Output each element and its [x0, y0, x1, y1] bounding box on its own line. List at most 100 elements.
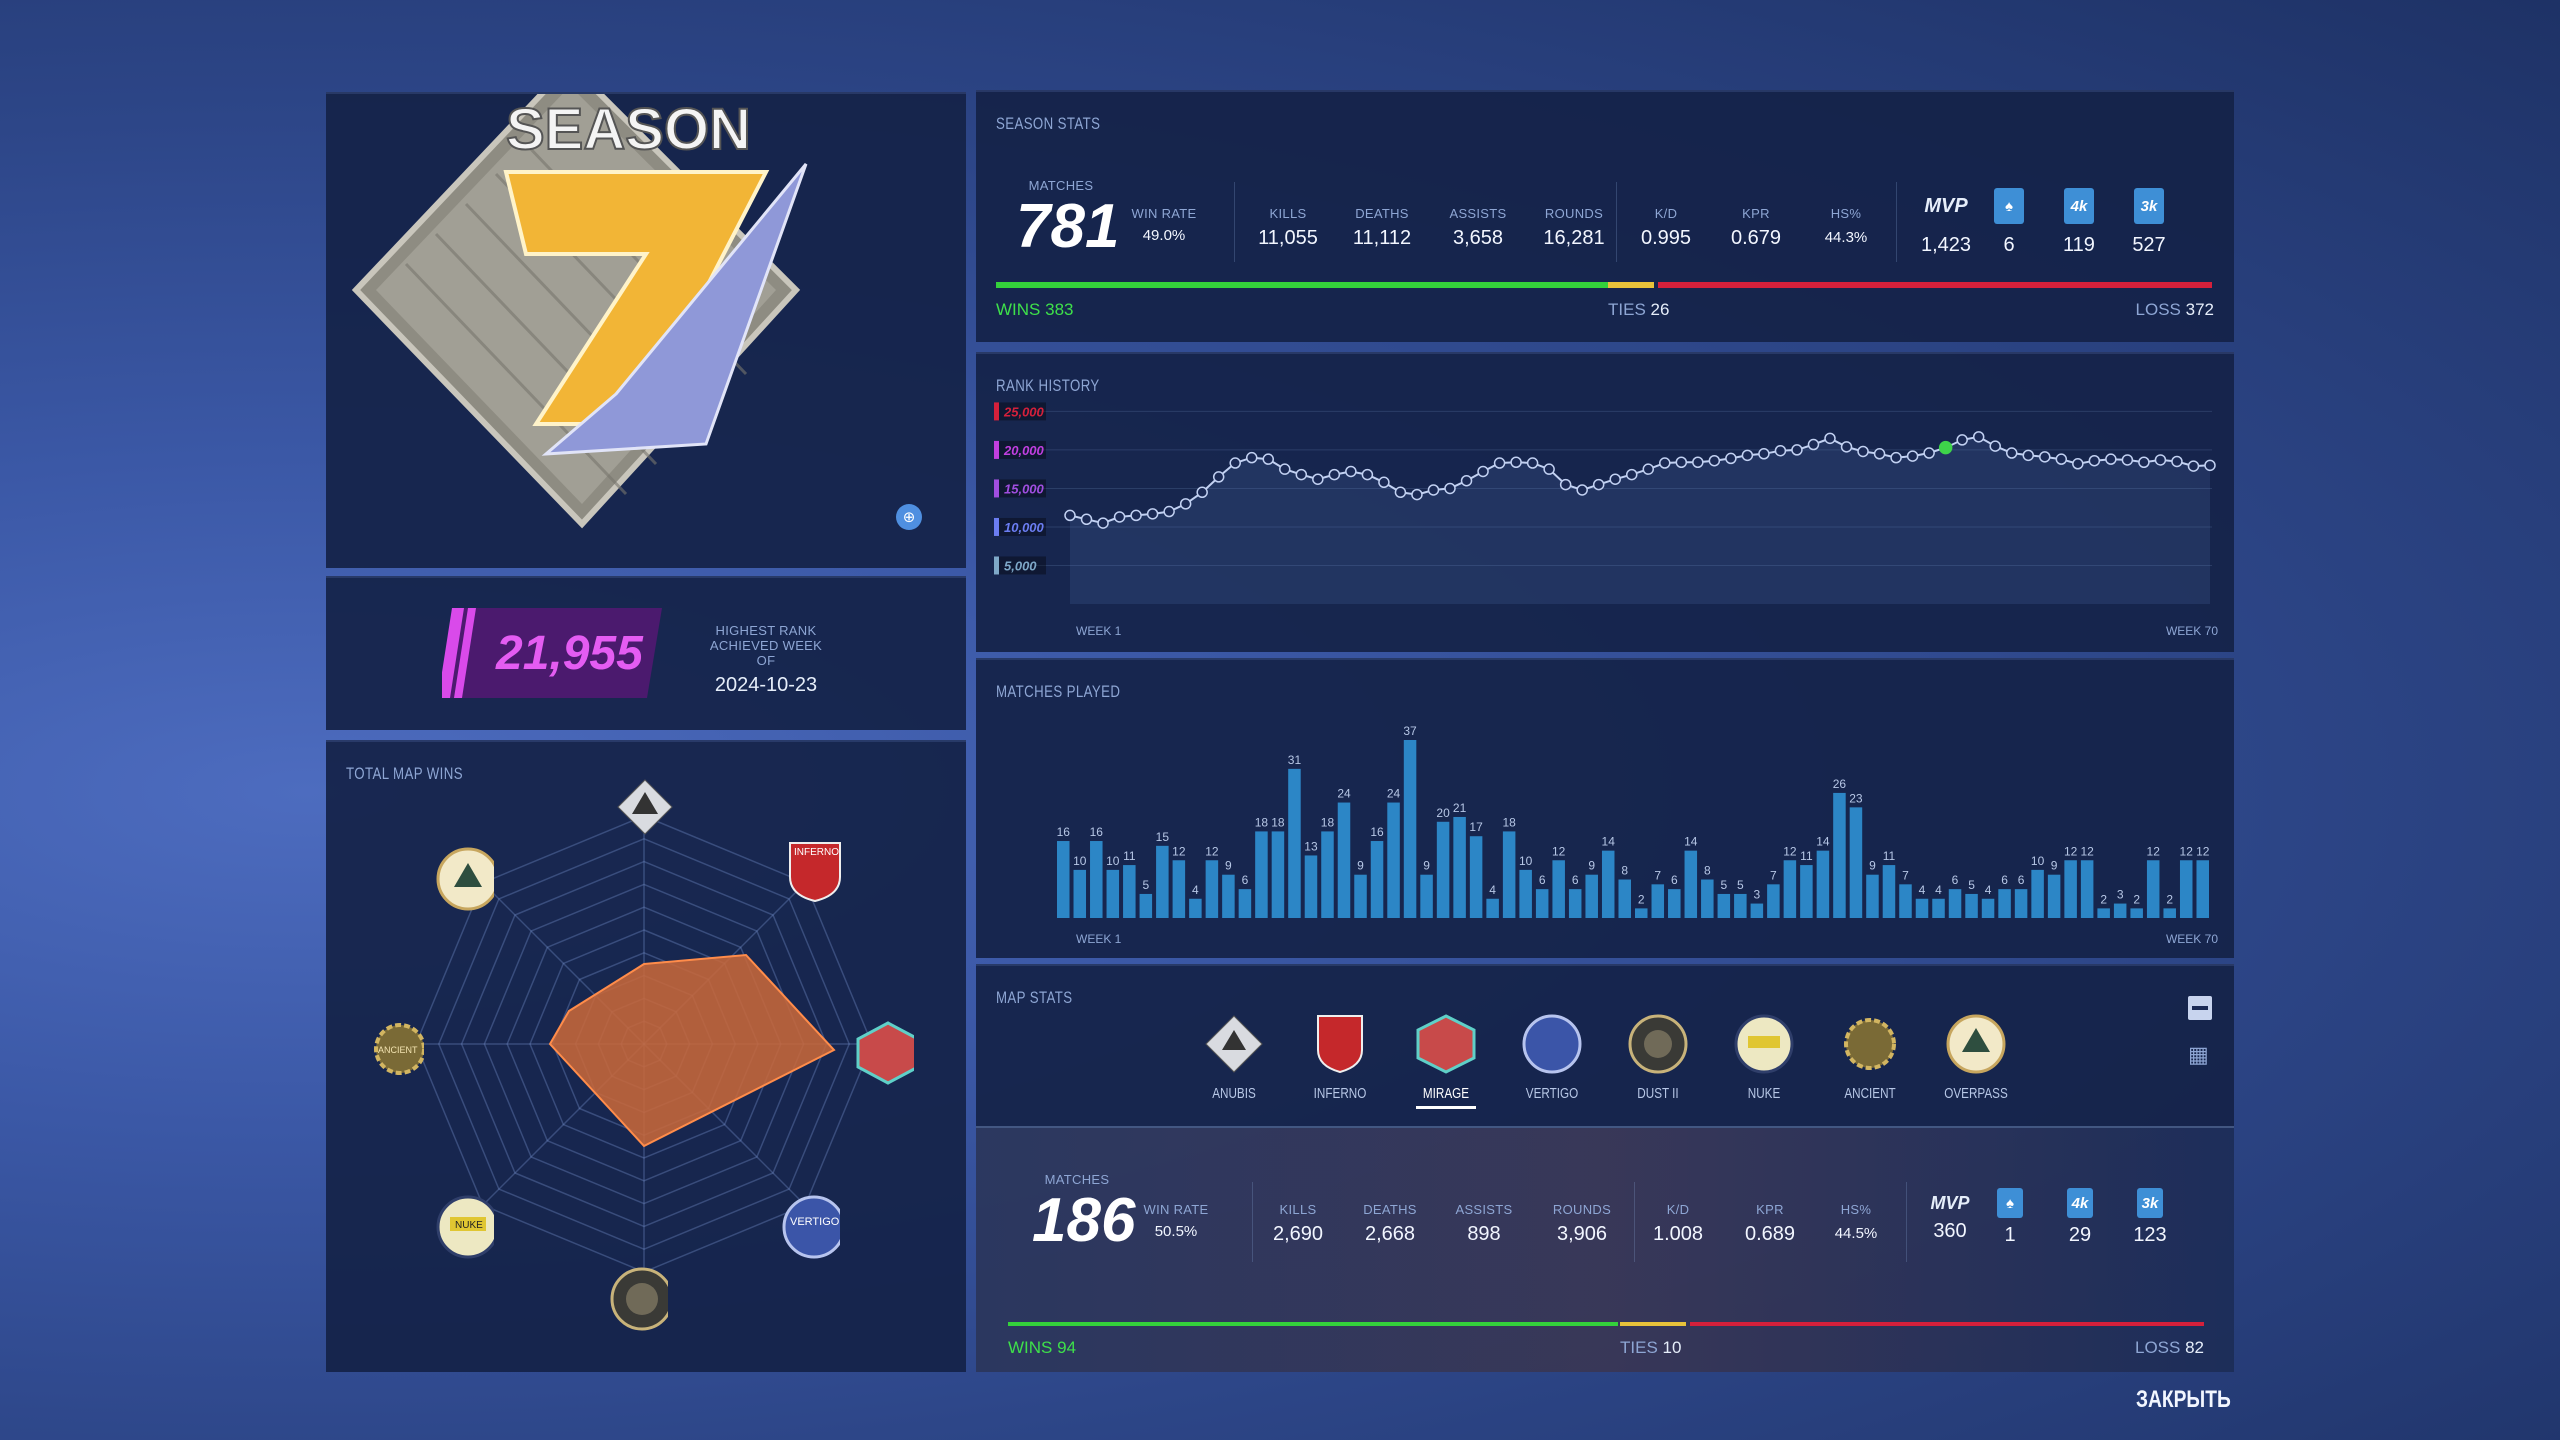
rank-point[interactable] — [2154, 454, 2167, 466]
tab-inferno[interactable]: INFERNO — [1290, 1014, 1390, 1102]
match-bar[interactable] — [1370, 841, 1384, 918]
match-bar[interactable] — [1222, 874, 1235, 918]
match-bar[interactable] — [1800, 865, 1813, 918]
match-bar[interactable] — [1403, 740, 1417, 918]
rank-point[interactable] — [1411, 488, 1423, 501]
rank-point[interactable] — [1510, 456, 1522, 469]
match-bar[interactable] — [1932, 898, 1945, 918]
match-bar[interactable] — [1106, 869, 1120, 918]
match-bar[interactable] — [1849, 807, 1863, 918]
match-bar[interactable] — [1783, 860, 1797, 918]
rank-point[interactable] — [1477, 465, 1489, 478]
rank-point[interactable] — [1245, 451, 1258, 464]
tab-dust2[interactable]: DUST II — [1608, 1014, 1708, 1102]
match-bar[interactable] — [1717, 893, 1731, 918]
rank-point[interactable] — [2204, 459, 2216, 472]
match-bar[interactable] — [1139, 893, 1153, 918]
rank-point[interactable] — [2072, 458, 2084, 470]
rank-point[interactable] — [1559, 478, 1572, 491]
rank-point[interactable] — [1328, 468, 1341, 481]
match-bar[interactable] — [1965, 893, 1978, 918]
rank-point[interactable] — [1493, 457, 1506, 469]
list-view-button[interactable] — [2188, 996, 2212, 1020]
rank-point[interactable] — [1609, 473, 1621, 485]
match-bar[interactable] — [1981, 898, 1995, 918]
match-bar[interactable] — [1205, 860, 1219, 918]
match-bar[interactable] — [1354, 874, 1367, 918]
match-bar[interactable] — [1668, 889, 1681, 918]
rank-point[interactable] — [1229, 457, 1241, 469]
rank-point[interactable] — [1824, 432, 1836, 445]
match-bar[interactable] — [1915, 898, 1929, 918]
match-bar[interactable] — [1502, 831, 1516, 918]
match-bar[interactable] — [1090, 841, 1103, 918]
match-bar[interactable] — [1486, 898, 1499, 918]
rank-point[interactable] — [1394, 486, 1407, 499]
rank-point[interactable] — [2105, 453, 2117, 465]
match-bar[interactable] — [1618, 879, 1631, 918]
rank-point[interactable] — [1906, 450, 1919, 462]
match-bar[interactable] — [1156, 845, 1169, 918]
match-bar[interactable] — [2031, 869, 2044, 918]
match-bar[interactable] — [2179, 860, 2193, 918]
match-bar[interactable] — [1948, 889, 1962, 918]
rank-point[interactable] — [1758, 448, 1770, 460]
close-button[interactable]: ЗАКРЫТЬ — [2136, 1386, 2231, 1413]
rank-point[interactable] — [2088, 454, 2101, 467]
rank-point[interactable] — [1064, 509, 1076, 522]
match-bar[interactable] — [1833, 792, 1846, 918]
match-bar[interactable] — [1899, 884, 1912, 918]
rank-point[interactable] — [1576, 484, 1588, 496]
match-bar[interactable] — [1436, 821, 1450, 918]
rank-point[interactable] — [1857, 445, 1869, 458]
match-bar[interactable] — [1288, 768, 1301, 918]
match-bar[interactable] — [2163, 908, 2176, 918]
match-bar[interactable] — [1519, 869, 1532, 918]
rank-point[interactable] — [1427, 484, 1440, 496]
rank-point[interactable] — [1659, 457, 1671, 469]
rank-point[interactable] — [1873, 448, 1886, 460]
rank-point[interactable] — [1113, 511, 1126, 523]
rank-point[interactable] — [1972, 431, 1985, 443]
match-bar[interactable] — [2097, 908, 2110, 918]
rank-point[interactable] — [2171, 455, 2183, 468]
match-bar[interactable] — [1189, 898, 1202, 918]
rank-point[interactable] — [1097, 517, 1109, 529]
match-bar[interactable] — [1172, 860, 1186, 918]
match-bar[interactable] — [1601, 850, 1615, 918]
match-bar[interactable] — [1750, 903, 1764, 918]
match-bar[interactable] — [1073, 869, 1087, 918]
rank-point[interactable] — [2039, 451, 2051, 463]
match-bar[interactable] — [1585, 874, 1598, 918]
rank-point[interactable] — [1146, 508, 1159, 520]
rank-point[interactable] — [1196, 486, 1208, 499]
match-bar[interactable] — [2080, 860, 2094, 918]
rank-point[interactable] — [1444, 482, 1456, 495]
rank-point[interactable] — [1212, 471, 1225, 483]
match-bar[interactable] — [1271, 831, 1285, 918]
match-bar[interactable] — [2113, 903, 2127, 918]
rank-point[interactable] — [1708, 454, 1721, 467]
match-bar[interactable] — [1651, 884, 1665, 918]
match-bar[interactable] — [1635, 908, 1648, 918]
match-bar[interactable] — [1420, 874, 1433, 918]
match-bar[interactable] — [1337, 802, 1351, 918]
match-bar[interactable] — [1866, 874, 1879, 918]
match-bar[interactable] — [1552, 860, 1565, 918]
match-bar[interactable] — [1238, 889, 1252, 918]
rank-point[interactable] — [1312, 473, 1324, 485]
match-bar[interactable] — [1734, 893, 1747, 918]
rank-point[interactable] — [1163, 505, 1175, 518]
match-bar[interactable] — [1123, 865, 1136, 918]
rank-point[interactable] — [1130, 509, 1142, 522]
rank-point[interactable] — [2055, 453, 2068, 465]
rank-point[interactable] — [2138, 456, 2150, 469]
rank-point[interactable] — [1526, 457, 1539, 469]
match-bar[interactable] — [1998, 889, 2011, 918]
match-bar[interactable] — [1255, 831, 1268, 918]
match-bar[interactable] — [1816, 850, 1830, 918]
rank-point[interactable] — [1295, 468, 1308, 481]
rank-point[interactable] — [2022, 449, 2035, 462]
rank-point[interactable] — [1923, 447, 1935, 459]
rank-point[interactable] — [1345, 465, 1357, 478]
